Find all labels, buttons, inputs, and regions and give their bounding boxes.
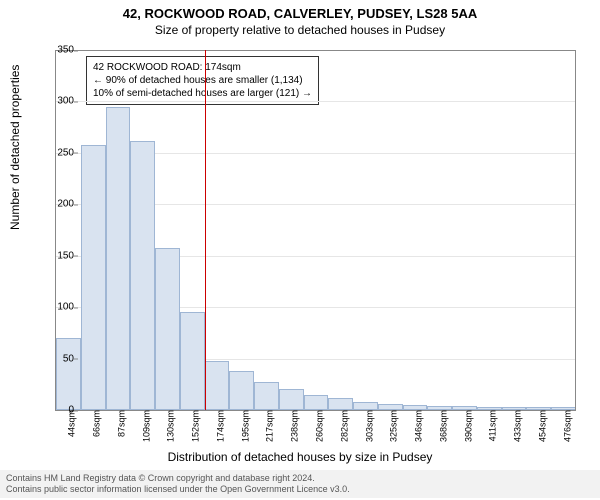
footer: Contains HM Land Registry data © Crown c… — [0, 470, 600, 498]
histogram-bar — [254, 382, 279, 410]
histogram-bar — [304, 395, 329, 410]
y-tick-label: 350 — [44, 45, 74, 56]
x-tick-label: 195sqm — [236, 410, 250, 442]
histogram-bar — [56, 338, 81, 410]
chart-container: 42, ROCKWOOD ROAD, CALVERLEY, PUDSEY, LS… — [0, 0, 600, 500]
footer-line2: Contains public sector information licen… — [6, 484, 594, 495]
histogram-bar — [229, 371, 254, 410]
x-tick-label: 217sqm — [261, 410, 275, 442]
annotation-line1: 42 ROCKWOOD ROAD: 174sqm — [93, 61, 312, 74]
x-tick-label: 109sqm — [137, 410, 151, 442]
y-tick-label: 50 — [44, 353, 74, 364]
histogram-bar — [328, 398, 353, 410]
x-tick-label: 174sqm — [211, 410, 225, 442]
x-tick-label: 454sqm — [533, 410, 547, 442]
footer-line1: Contains HM Land Registry data © Crown c… — [6, 473, 594, 484]
histogram-bar — [205, 361, 230, 410]
annotation-line2: ← 90% of detached houses are smaller (1,… — [93, 74, 312, 87]
y-tick-label: 300 — [44, 96, 74, 107]
reference-line — [205, 50, 206, 410]
histogram-bar — [81, 145, 106, 410]
x-tick-label: 87sqm — [112, 410, 126, 437]
histogram-bar — [155, 248, 180, 411]
x-tick-label: 325sqm — [385, 410, 399, 442]
annotation-line3: 10% of semi-detached houses are larger (… — [93, 87, 312, 100]
gridline — [56, 101, 576, 102]
annotation-box: 42 ROCKWOOD ROAD: 174sqm ← 90% of detach… — [86, 56, 319, 105]
x-tick-label: 66sqm — [88, 410, 102, 437]
x-tick-label: 433sqm — [508, 410, 522, 442]
y-tick-label: 250 — [44, 147, 74, 158]
x-axis-label: Distribution of detached houses by size … — [0, 450, 600, 464]
histogram-bar — [180, 312, 205, 410]
x-tick-label: 260sqm — [310, 410, 324, 442]
x-tick-label: 282sqm — [335, 410, 349, 442]
x-tick-label: 411sqm — [484, 410, 498, 441]
y-tick-label: 150 — [44, 250, 74, 261]
x-tick-label: 130sqm — [162, 410, 176, 442]
x-tick-label: 152sqm — [187, 410, 201, 442]
x-tick-label: 346sqm — [409, 410, 423, 442]
histogram-bar — [130, 141, 155, 410]
histogram-bar — [353, 402, 378, 410]
y-axis-label: Number of detached properties — [8, 65, 22, 230]
x-tick-label: 476sqm — [558, 410, 572, 442]
y-tick-label: 100 — [44, 302, 74, 313]
histogram-bar — [279, 389, 304, 410]
x-tick-label: 368sqm — [434, 410, 448, 442]
title-main: 42, ROCKWOOD ROAD, CALVERLEY, PUDSEY, LS… — [0, 0, 600, 21]
title-sub: Size of property relative to detached ho… — [0, 21, 600, 37]
x-tick-label: 303sqm — [360, 410, 374, 442]
histogram-bar — [106, 107, 131, 410]
y-tick-label: 200 — [44, 199, 74, 210]
x-tick-label: 390sqm — [459, 410, 473, 442]
y-tick-label: 0 — [44, 405, 74, 416]
x-tick-label: 238sqm — [286, 410, 300, 442]
plot-area: 42 ROCKWOOD ROAD: 174sqm ← 90% of detach… — [55, 50, 576, 411]
